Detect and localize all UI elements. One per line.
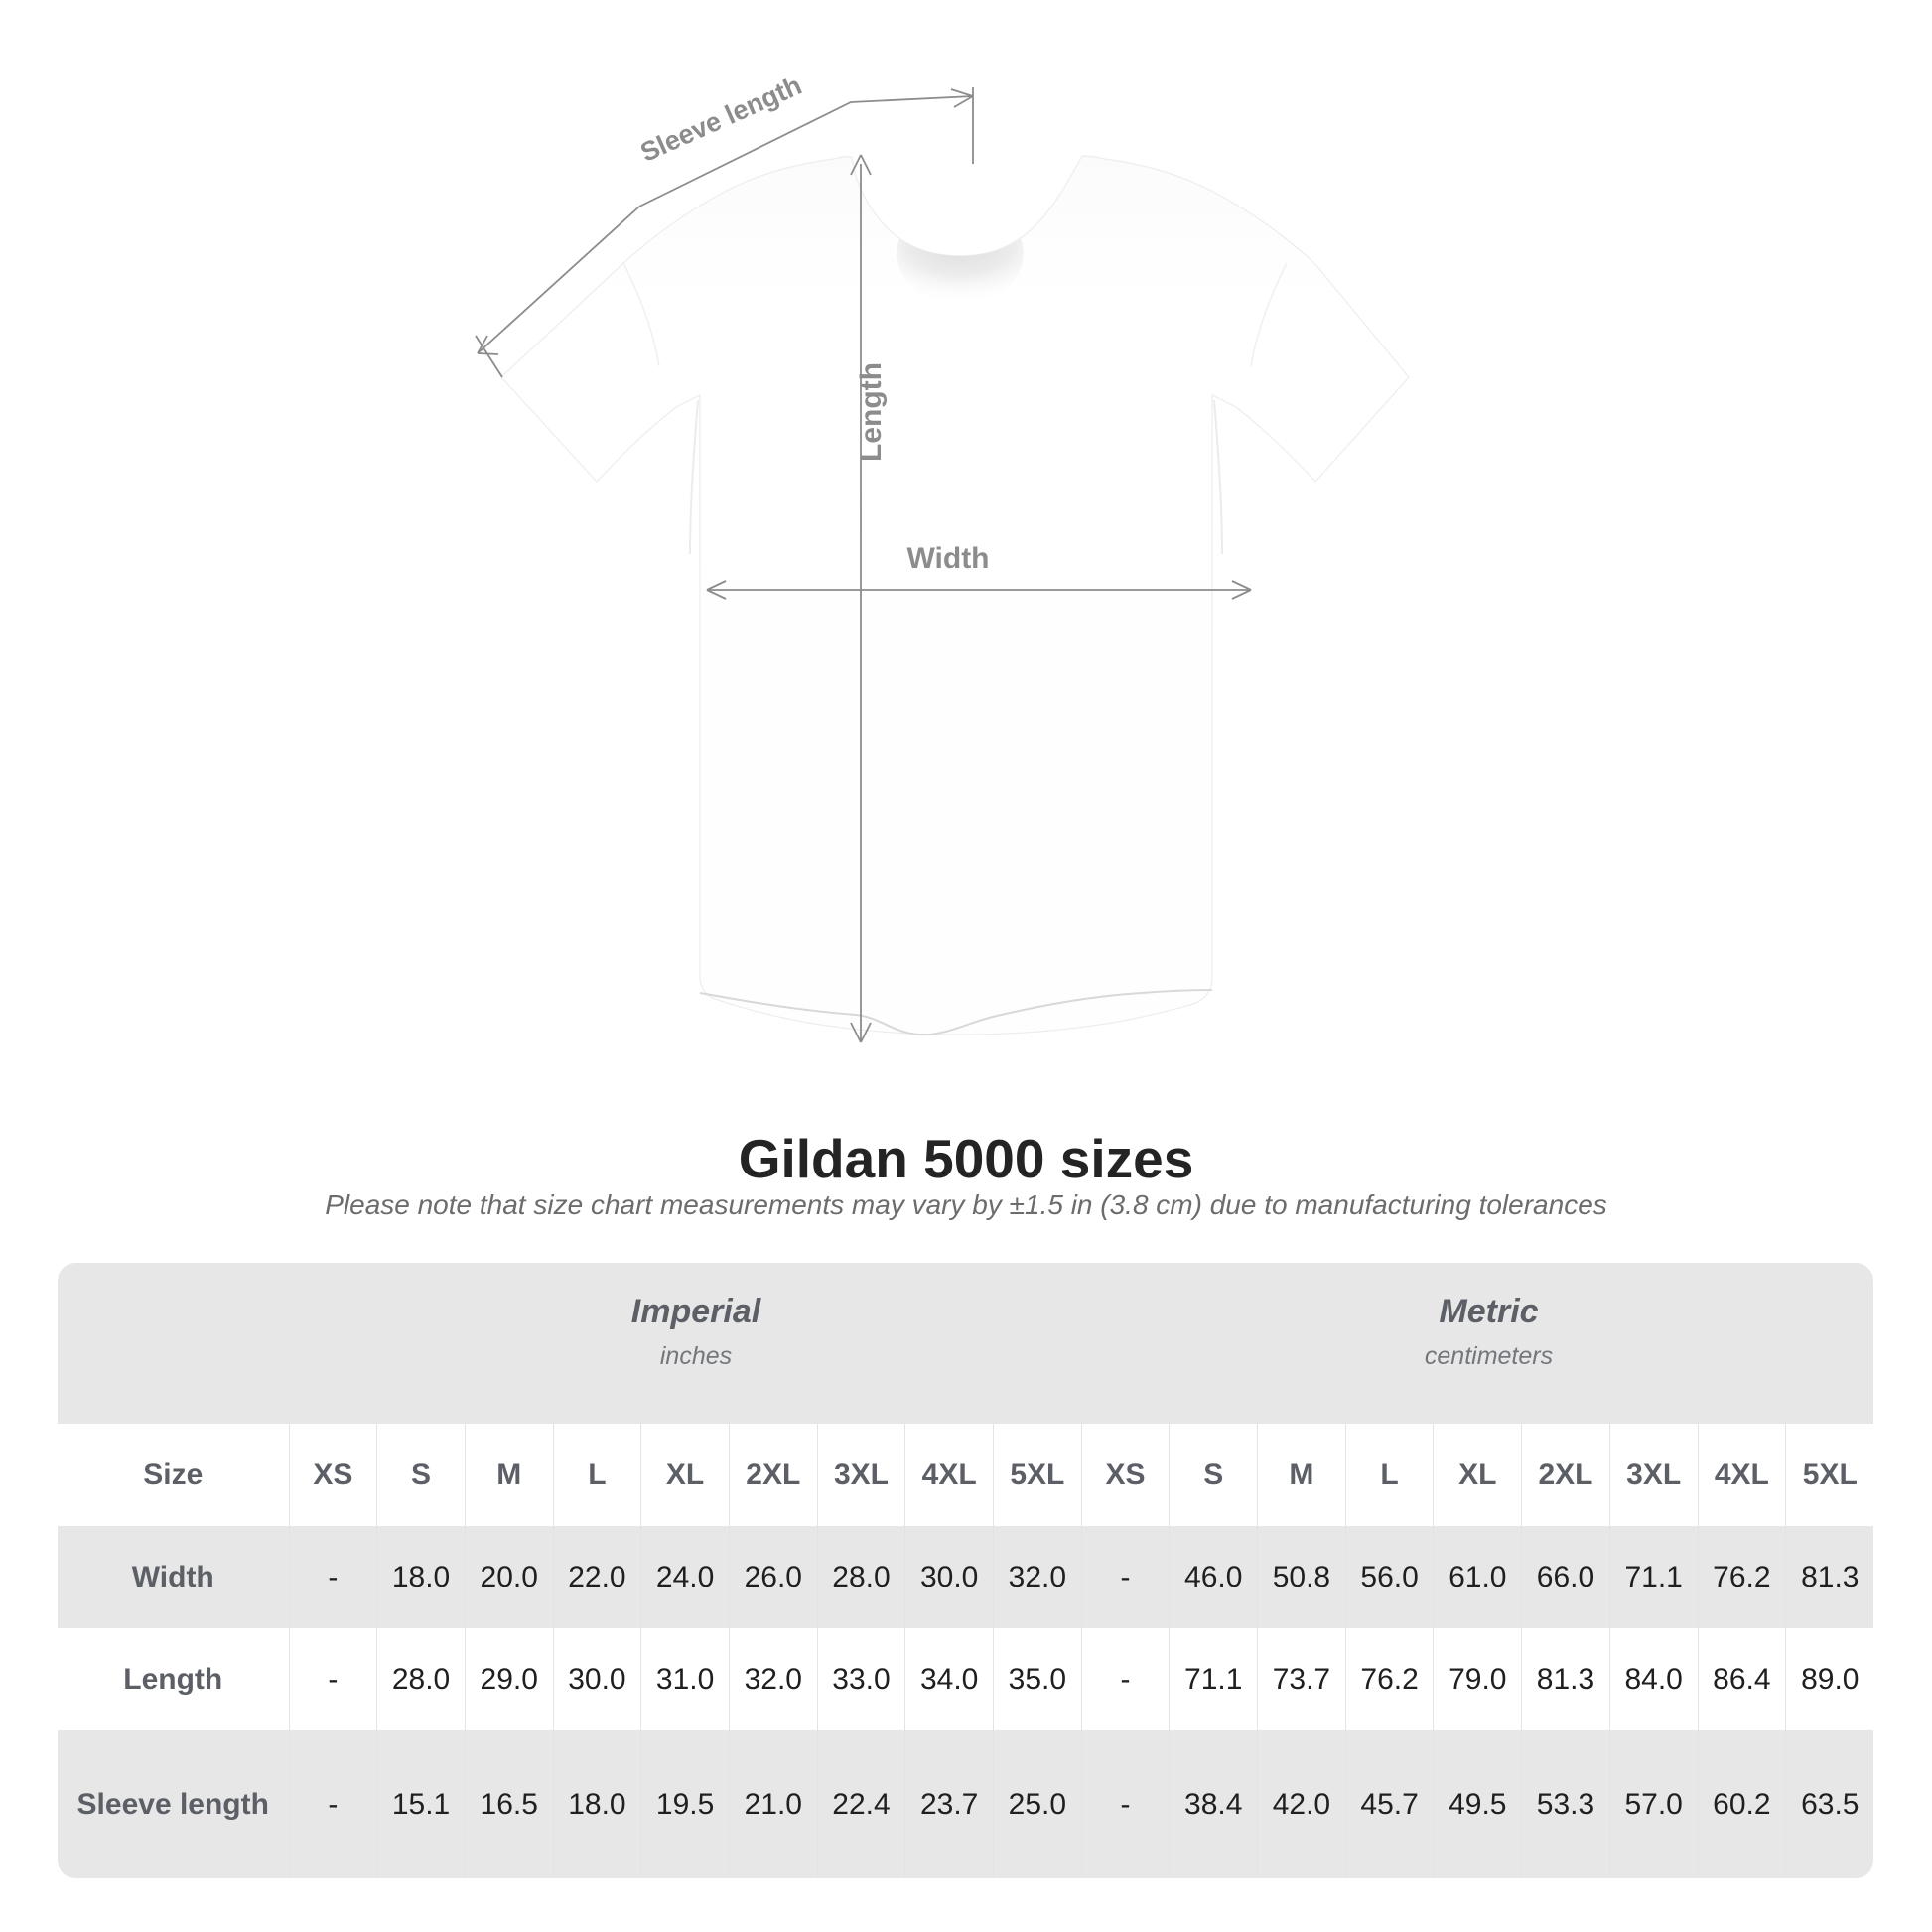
svg-text:Width: Width	[906, 542, 989, 575]
svg-text:Sleeve length: Sleeve length	[636, 70, 806, 168]
svg-text:Length: Length	[855, 362, 888, 462]
